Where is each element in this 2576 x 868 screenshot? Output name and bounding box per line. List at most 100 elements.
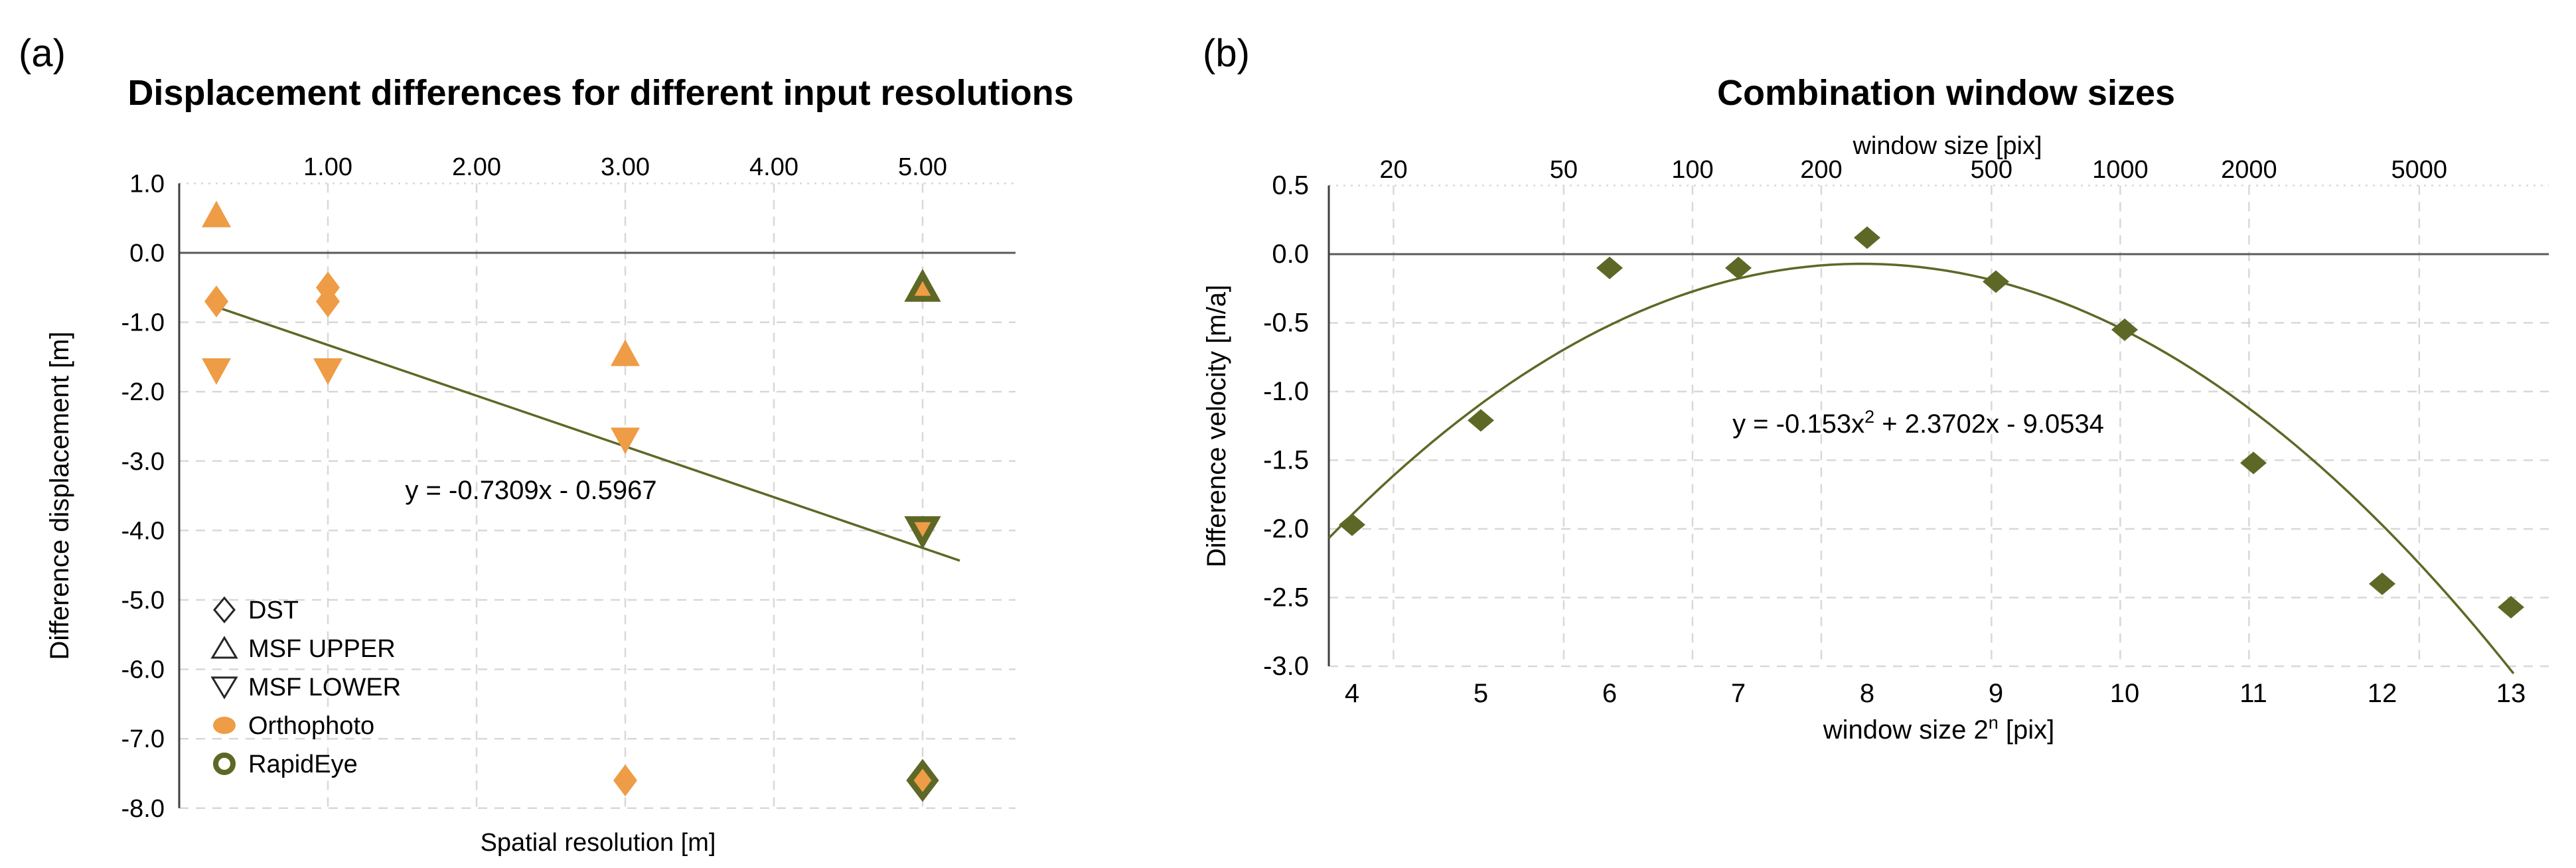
panel-b: (b) Combination window sizes window size […	[1202, 32, 2549, 745]
x-top-tick-label: 2000	[2221, 156, 2277, 184]
y-tick-label: -7.0	[121, 725, 165, 753]
y-tick-label: -1.0	[1263, 377, 1309, 406]
gridlines-b	[1329, 184, 2549, 668]
x-top-tick-label: 5000	[2391, 156, 2448, 184]
legend-item: DST	[213, 596, 299, 624]
labels-a: (a) Displacement differences for differen…	[19, 32, 1074, 857]
legend-label: RapidEye	[248, 751, 358, 778]
data-point	[1596, 256, 1623, 279]
legend-item: Orthophoto	[213, 712, 374, 740]
data-point	[906, 759, 939, 802]
fit-curve-b	[1327, 262, 2515, 674]
legend-label: DST	[248, 597, 299, 624]
legend-circle-open-icon	[213, 753, 236, 775]
x-tick-label: 1.00	[303, 153, 352, 181]
legend-item: MSF LOWER	[210, 674, 401, 701]
y-tick-label: -3.0	[1263, 652, 1309, 681]
data-point	[2240, 451, 2267, 474]
gridlines-a	[179, 182, 1016, 810]
x-top-tick-label: 100	[1671, 156, 1713, 184]
data-point	[202, 358, 231, 385]
legend-diamond-open-icon	[213, 596, 236, 624]
x-top-tick-label: 50	[1550, 156, 1578, 184]
data-point	[1339, 513, 1365, 536]
data-point	[613, 764, 637, 796]
y-tick-label: 0.0	[1272, 240, 1309, 269]
panel-a-label: (a)	[19, 32, 66, 75]
x-bottom-axis-title-b: window size 2n [pix]	[1823, 713, 2055, 745]
y-tick-label: -0.5	[1263, 309, 1309, 338]
data-point	[2369, 572, 2395, 595]
data-point	[2498, 595, 2524, 618]
y-tick-label: 0.0	[129, 240, 165, 267]
x-bottom-tick-label: 10	[2110, 679, 2140, 708]
trendline-equation-b: y = -0.153x2 + 2.3702x - 9.0534	[1732, 407, 2104, 439]
trendline-equation-a: y = -0.7309x - 0.5967	[405, 476, 656, 505]
x-axis-title-a: Spatial resolution [m]	[481, 829, 716, 857]
x-bottom-tick-label: 7	[1731, 679, 1746, 708]
legend-a: DST MSF UPPER MSF LOWER Orthophoto RapidEye	[210, 596, 401, 778]
data-point	[313, 358, 342, 385]
y-tick-label: -2.0	[121, 378, 165, 406]
data-point	[904, 516, 941, 549]
legend-triangle-down-open-icon	[210, 676, 238, 699]
x-tick-label: 3.00	[601, 153, 650, 181]
y-axis-title-a: Difference displacement [m]	[45, 331, 74, 660]
x-bottom-tick-label: 6	[1602, 679, 1617, 708]
x-bottom-tick-label: 8	[1860, 679, 1874, 708]
legend-triangle-up-open-icon	[210, 636, 238, 659]
data-point	[1468, 409, 1494, 432]
y-tick-label: -6.0	[121, 656, 165, 684]
legend-item: MSF UPPER	[210, 635, 396, 663]
data-point	[904, 269, 941, 302]
panel-a: (a) Displacement differences for differen…	[19, 32, 1074, 857]
x-top-axis-title-b: window size [pix]	[1852, 132, 2042, 160]
x-top-tick-label: 20	[1379, 156, 1407, 184]
chart-b-title: Combination window sizes	[1717, 73, 2175, 113]
legend-label: MSF UPPER	[248, 635, 396, 663]
y-tick-label: -2.5	[1263, 583, 1309, 613]
data-point	[611, 339, 640, 366]
panel-b-label: (b)	[1203, 32, 1250, 75]
legend-label: Orthophoto	[248, 712, 374, 740]
trendline-a	[216, 305, 960, 562]
x-bottom-tick-label: 13	[2496, 679, 2526, 708]
data-point	[1725, 256, 1752, 279]
legend-circle-filled-icon	[213, 717, 236, 734]
data-points-a	[202, 200, 941, 802]
x-tick-label: 2.00	[452, 153, 501, 181]
data-point	[2111, 318, 2138, 341]
x-top-tick-label: 200	[1800, 156, 1842, 184]
data-point	[202, 200, 231, 228]
x-bottom-tick-label: 4	[1345, 679, 1359, 708]
data-point	[1854, 226, 1880, 250]
legend-label: MSF LOWER	[248, 674, 401, 701]
y-tick-label: -1.5	[1263, 446, 1309, 475]
data-point	[1983, 270, 2009, 293]
x-tick-label: 4.00	[749, 153, 798, 181]
data-point	[204, 285, 228, 318]
y-tick-label: -1.0	[121, 309, 165, 337]
data-point	[316, 285, 340, 318]
y-tick-label: -2.0	[1263, 514, 1309, 543]
y-tick-label: -4.0	[121, 517, 165, 545]
y-tick-label: -3.0	[121, 448, 165, 476]
y-tick-label: -5.0	[121, 587, 165, 615]
x-bottom-tick-label: 11	[2239, 679, 2267, 708]
data-point	[611, 427, 640, 455]
x-bottom-tick-label: 12	[2368, 679, 2397, 708]
chart-a-title: Displacement differences for different i…	[127, 73, 1073, 113]
x-tick-label: 5.00	[898, 153, 947, 181]
x-top-tick-label: 500	[1971, 156, 2012, 184]
y-axis-title-b: Difference velocity [m/a]	[1202, 285, 1231, 567]
legend-item: RapidEye	[213, 751, 358, 778]
y-tick-label: 1.0	[129, 170, 165, 198]
labels-b: (b) Combination window sizes window size […	[1202, 32, 2526, 745]
x-bottom-tick-label: 5	[1474, 679, 1488, 708]
y-tick-label: -8.0	[121, 795, 165, 823]
x-top-tick-label: 1000	[2092, 156, 2149, 184]
x-bottom-tick-label: 9	[1989, 679, 2003, 708]
y-tick-label: 0.5	[1272, 171, 1309, 200]
data-points-b	[1339, 226, 2524, 618]
